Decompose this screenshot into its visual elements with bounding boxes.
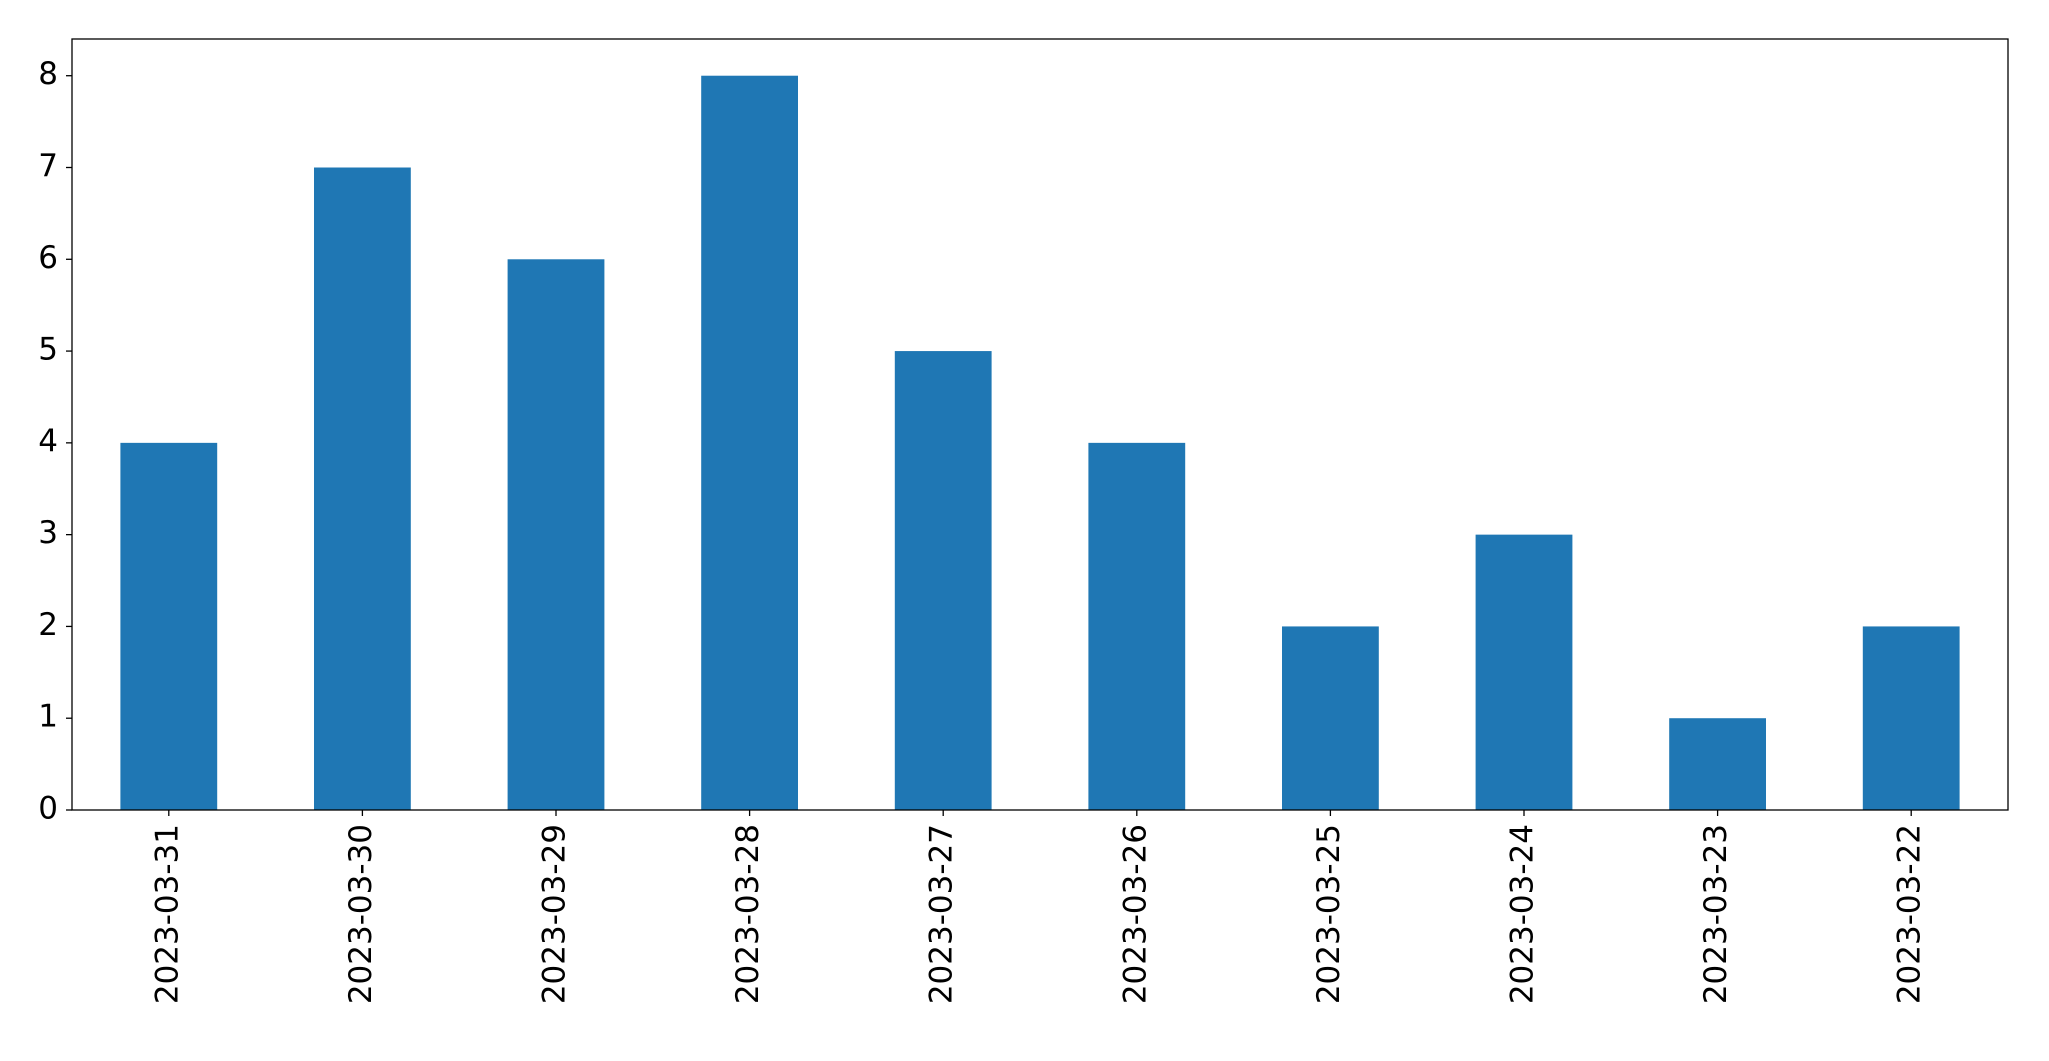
bar — [1282, 626, 1379, 810]
plot-frame — [71, 38, 2009, 811]
bar — [1088, 442, 1186, 810]
bar — [314, 167, 411, 810]
x-tick-label: 2023-03-23 — [1698, 824, 1734, 1004]
y-tick-label: 5 — [38, 332, 58, 368]
bar — [701, 75, 798, 810]
x-tick-label: 2023-03-31 — [149, 824, 185, 1004]
x-tick-label: 2023-03-30 — [343, 824, 379, 1004]
bar — [1669, 718, 1766, 810]
y-tick-label: 2 — [38, 607, 58, 643]
bar — [120, 442, 218, 810]
bar — [1862, 626, 1960, 810]
x-tick-label: 2023-03-25 — [1311, 824, 1347, 1004]
y-tick-label: 7 — [38, 148, 58, 184]
y-tick-label: 3 — [38, 515, 58, 551]
x-tick-label: 2023-03-26 — [1117, 824, 1153, 1004]
x-tick-label: 2023-03-28 — [730, 824, 766, 1004]
y-tick-label: 6 — [38, 240, 58, 276]
y-tick-label: 1 — [38, 699, 58, 735]
y-tick-label: 4 — [38, 423, 58, 459]
y-tick-label: 8 — [38, 56, 58, 92]
x-tick-label: 2023-03-22 — [1892, 824, 1928, 1004]
x-tick-label: 2023-03-24 — [1505, 824, 1541, 1004]
bar — [894, 351, 992, 810]
bar — [507, 259, 605, 810]
y-tick-label: 0 — [38, 791, 58, 827]
bar — [1475, 534, 1573, 810]
x-tick-label: 2023-03-27 — [924, 824, 960, 1004]
x-tick-label: 2023-03-29 — [537, 824, 573, 1004]
